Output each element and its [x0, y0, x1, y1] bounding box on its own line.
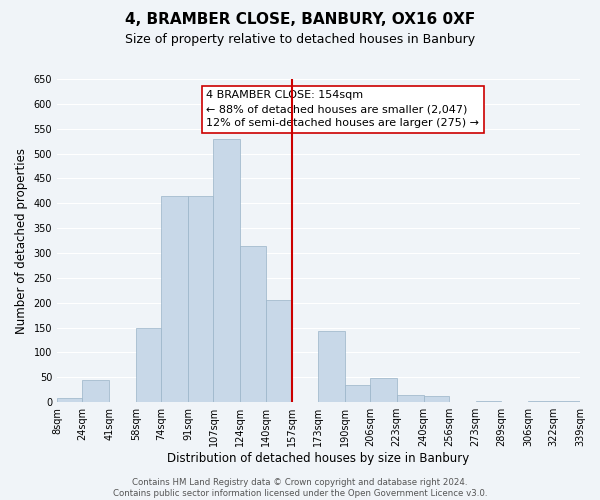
X-axis label: Distribution of detached houses by size in Banbury: Distribution of detached houses by size …: [167, 452, 470, 465]
Bar: [161, 196, 188, 402]
Bar: [136, 328, 161, 402]
Bar: [344, 385, 370, 402]
Bar: [82, 380, 109, 402]
Bar: [318, 331, 344, 402]
Text: 4 BRAMBER CLOSE: 154sqm
← 88% of detached houses are smaller (2,047)
12% of semi: 4 BRAMBER CLOSE: 154sqm ← 88% of detache…: [206, 90, 479, 128]
Bar: [241, 246, 266, 402]
Bar: [57, 398, 82, 402]
Bar: [370, 378, 397, 402]
Bar: [188, 196, 214, 402]
Bar: [476, 400, 501, 402]
Bar: [266, 300, 292, 402]
Text: 4, BRAMBER CLOSE, BANBURY, OX16 0XF: 4, BRAMBER CLOSE, BANBURY, OX16 0XF: [125, 12, 475, 28]
Text: Size of property relative to detached houses in Banbury: Size of property relative to detached ho…: [125, 32, 475, 46]
Bar: [214, 138, 241, 402]
Y-axis label: Number of detached properties: Number of detached properties: [15, 148, 28, 334]
Bar: [424, 396, 449, 402]
Text: Contains HM Land Registry data © Crown copyright and database right 2024.
Contai: Contains HM Land Registry data © Crown c…: [113, 478, 487, 498]
Bar: [397, 395, 424, 402]
Bar: [528, 401, 553, 402]
Bar: [553, 401, 580, 402]
